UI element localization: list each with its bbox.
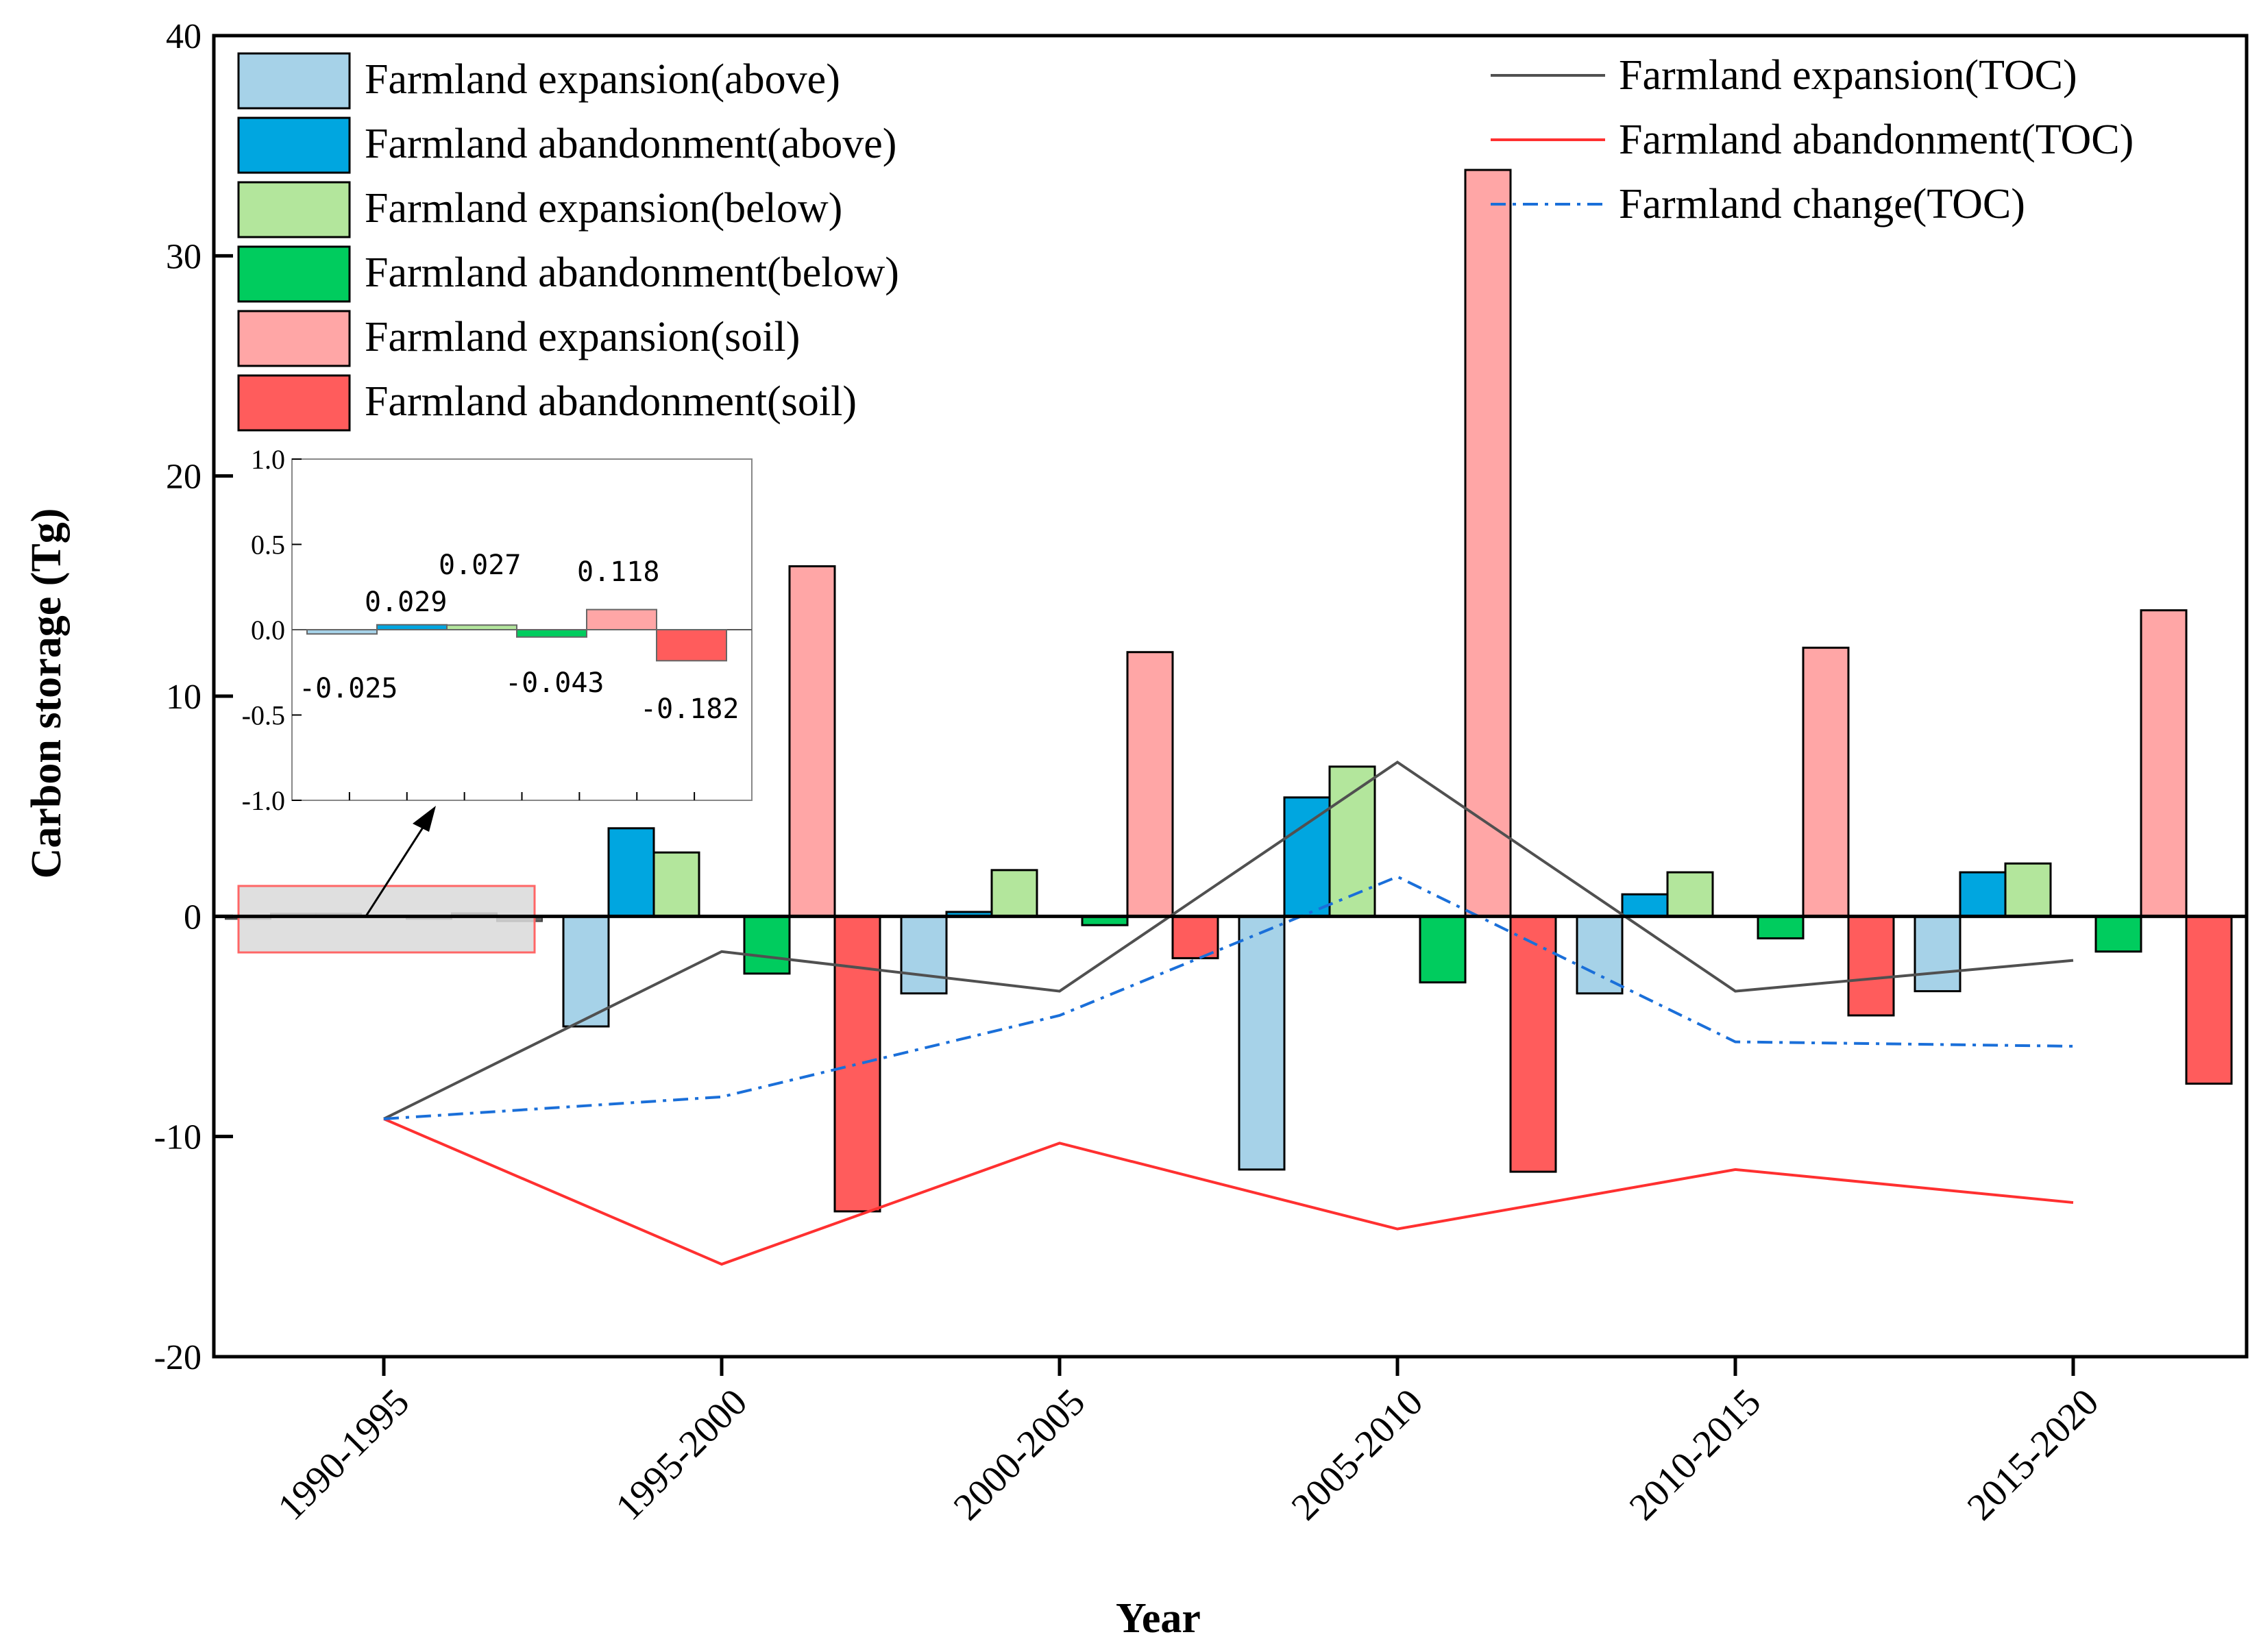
inset-value-label-2: 0.027	[439, 550, 521, 581]
legend-label-3: Farmland abandonment(below)	[365, 249, 899, 296]
xtick-label-0: 1990-1995	[270, 1381, 417, 1528]
inset-ytick-label-2: 0.0	[251, 615, 285, 645]
bar-2-4	[1666, 871, 1714, 917]
x-axis-title: Year	[1116, 1595, 1201, 1642]
bar-4-3	[1464, 169, 1512, 917]
inset-bar-3	[516, 629, 587, 638]
bar-5-4	[1847, 915, 1895, 1017]
legend-line-label-1: Farmland abandonment(TOC)	[1619, 116, 2134, 163]
inset-bar-2	[446, 624, 517, 630]
ytick-label-6: 40	[166, 17, 201, 56]
bar-0-3	[1238, 915, 1286, 1171]
bar-2-1	[652, 851, 700, 917]
legend-swatch-3	[237, 245, 351, 303]
bar-4-1	[788, 565, 836, 917]
bar-3-4	[1757, 915, 1805, 939]
bar-5-3	[1509, 915, 1557, 1173]
bar-5-1	[833, 915, 881, 1213]
bar-0-5	[1914, 915, 1961, 993]
ytick-label-5: 30	[166, 237, 201, 276]
xtick-label-2: 2000-2005	[946, 1381, 1093, 1528]
inset-bar-4	[586, 608, 657, 630]
bar-4-4	[1802, 646, 1850, 917]
legend-swatch-5	[237, 374, 351, 432]
bar-2-5	[2004, 862, 2052, 917]
legend-label-5: Farmland abandonment(soil)	[365, 378, 857, 425]
inset-arrow-head	[413, 806, 436, 832]
line-0	[383, 760, 2074, 1120]
bar-0-1	[562, 915, 610, 1028]
bar-1-1	[607, 827, 655, 917]
inset-ytick-label-3: -0.5	[242, 700, 285, 731]
inset-bar-0	[306, 629, 378, 635]
bar-5-5	[2185, 915, 2233, 1085]
bar-4-5	[2140, 609, 2188, 917]
xtick-label-5: 2015-2020	[1959, 1381, 2107, 1528]
y-axis-title: Carbon storage (Tg)	[23, 508, 70, 879]
legend-line-label-2: Farmland change(TOC)	[1619, 181, 2025, 227]
inset-value-label-4: 0.118	[577, 556, 659, 588]
inset-value-label-5: -0.182	[640, 693, 740, 725]
bar-3-5	[2094, 915, 2142, 953]
legend-label-1: Farmland abandonment(above)	[365, 121, 896, 167]
inset-arrow-line	[365, 822, 428, 917]
bar-0-2	[900, 915, 948, 995]
line-2	[383, 875, 2074, 1120]
inset-ytick-label-1: 0.5	[251, 530, 285, 560]
xtick-label-4: 2010-2015	[1622, 1381, 1769, 1528]
legend-line-label-0: Farmland expansion(TOC)	[1619, 52, 2077, 99]
bar-1-4	[1621, 893, 1669, 917]
ytick-label-3: 10	[166, 678, 201, 717]
xtick-label-1: 1995-2000	[608, 1381, 755, 1528]
inset-ytick-label-0: 1.0	[251, 444, 285, 475]
legend-swatch-0	[237, 52, 351, 110]
legend-label-0: Farmland expansion(above)	[365, 56, 840, 103]
inset-value-label-3: -0.043	[505, 667, 604, 699]
bar-2-2	[990, 869, 1038, 917]
legend-label-4: Farmland expansion(soil)	[365, 314, 800, 360]
line-1	[383, 1118, 2074, 1266]
xtick-label-3: 2005-2010	[1284, 1381, 1431, 1528]
ytick-label-2: 0	[184, 898, 201, 937]
bar-1-5	[1959, 871, 2007, 917]
legend-swatch-1	[237, 116, 351, 174]
legend-swatch-4	[237, 310, 351, 367]
legend-label-2: Farmland expansion(below)	[365, 185, 842, 232]
inset-value-label-0: -0.025	[299, 673, 398, 704]
bar-3-3	[1419, 915, 1467, 984]
inset-ytick-label-4: -1.0	[242, 785, 285, 816]
ytick-label-1: -10	[154, 1118, 201, 1157]
legend-swatch-2	[237, 181, 351, 238]
inset-value-label-1: 0.029	[365, 587, 447, 618]
ytick-label-0: -20	[154, 1338, 201, 1377]
bar-4-2	[1126, 651, 1174, 917]
inset-highlight-box	[237, 885, 536, 954]
bar-3-1	[743, 915, 791, 975]
inset-bar-1	[376, 624, 448, 630]
inset-bar-5	[656, 629, 727, 662]
ytick-label-4: 20	[166, 458, 201, 497]
bar-0-4	[1576, 915, 1624, 995]
bar-1-3	[1283, 796, 1331, 917]
